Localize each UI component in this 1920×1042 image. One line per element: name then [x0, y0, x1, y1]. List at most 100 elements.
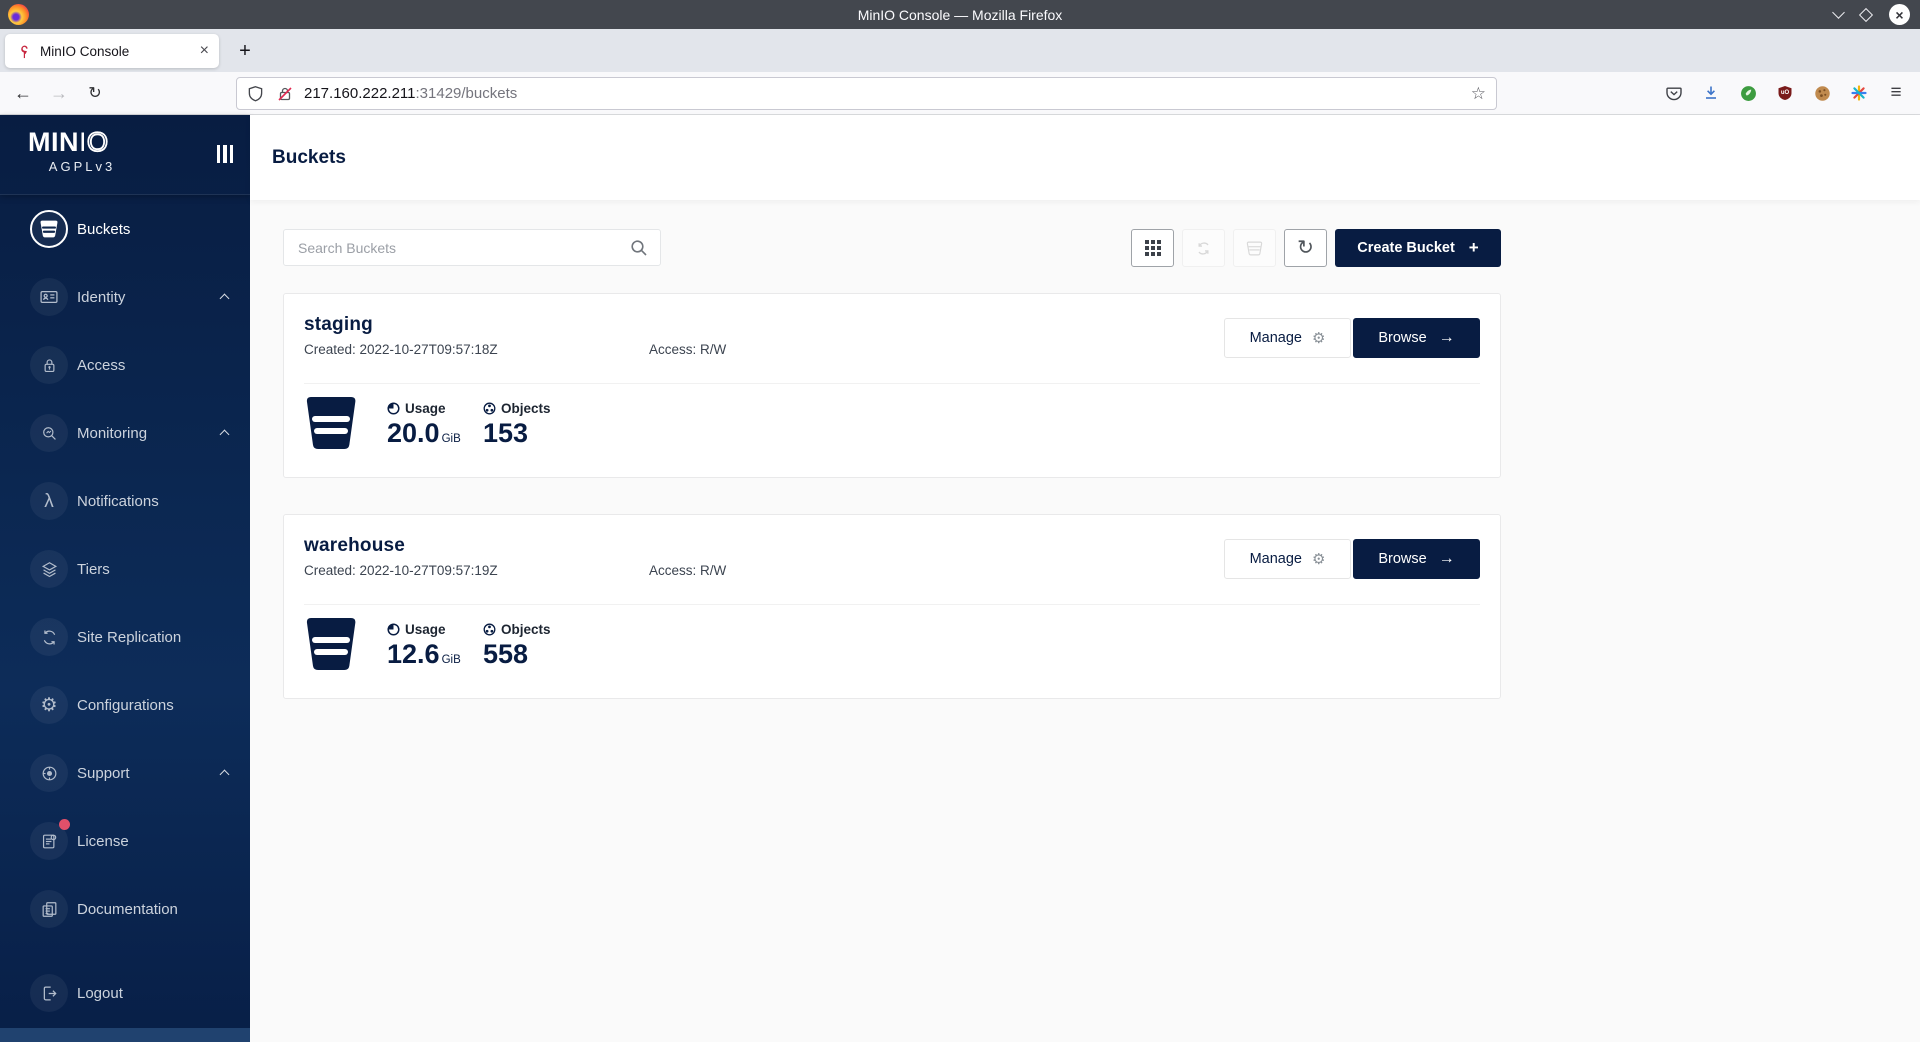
logout-arrow-icon [43, 986, 57, 1000]
sync-arrows-icon [1198, 241, 1209, 255]
sidebar-item-identity[interactable]: Identity [0, 263, 250, 331]
sidebar-collapse-icon[interactable] [216, 145, 233, 163]
objects-icon [483, 402, 496, 415]
browse-button[interactable]: Browse → [1353, 318, 1480, 358]
cookie-addon-icon[interactable] [1810, 81, 1834, 105]
tab-bar: MinIO Console × + [0, 29, 1920, 72]
browse-button[interactable]: Browse → [1353, 539, 1480, 579]
replicate-buckets-button [1182, 229, 1225, 267]
refresh-button[interactable]: ↻ [1284, 229, 1327, 267]
window-maximize-icon[interactable] [1858, 7, 1874, 22]
sidebar-item-license[interactable]: License [0, 807, 250, 875]
bucket-name[interactable]: staging [304, 314, 373, 335]
arrow-right-icon: → [1438, 550, 1455, 567]
pocket-icon[interactable] [1662, 81, 1686, 105]
sidebar: MINIO AGPLv3 Buckets Identity Access [0, 115, 250, 1042]
reload-icon[interactable]: ↻ [88, 85, 102, 102]
grid-view-button[interactable] [1131, 229, 1174, 267]
url-host: 217.160.222.211 [304, 85, 416, 102]
sidebar-item-site-replication[interactable]: Site Replication [0, 603, 250, 671]
buckets-toolbar: ↻ Create Bucket + [283, 229, 1501, 267]
bucket-access: Access: R/W [649, 563, 727, 578]
refresh-icon: ↻ [1297, 237, 1314, 259]
manage-button[interactable]: Manage ⚙ [1224, 539, 1351, 579]
license-alert-badge [59, 819, 70, 830]
sidebar-bottom-strip [0, 1028, 250, 1042]
bookmark-star-icon[interactable]: ☆ [1470, 83, 1486, 103]
bucket-created: Created: 2022-10-27T09:57:19Z [304, 563, 498, 578]
firefox-logo-icon [8, 4, 29, 25]
license-edition-label: AGPLv3 [48, 159, 116, 174]
new-tab-button[interactable]: + [239, 39, 251, 62]
tracking-shield-icon[interactable] [247, 85, 264, 102]
url-bar[interactable]: 217.160.222.211:31429/buckets ☆ [236, 77, 1497, 110]
objects-label: Objects [483, 622, 579, 637]
bucket-icon [306, 397, 356, 449]
window-titlebar: MinIO Console — Mozilla Firefox × [0, 0, 1920, 29]
sidebar-item-access[interactable]: Access [0, 331, 250, 399]
card-divider [304, 604, 1480, 605]
privacy-addon-icon[interactable] [1736, 81, 1760, 105]
manage-button[interactable]: Manage ⚙ [1224, 318, 1351, 358]
identity-card-icon [40, 290, 58, 304]
minio-logo-block: MINIO AGPLv3 [0, 115, 250, 195]
bucket-card-staging: staging Created: 2022-10-27T09:57:18Z Ac… [283, 293, 1501, 478]
pages-icon [42, 901, 56, 917]
gear-icon: ⚙ [1311, 551, 1326, 568]
magnifier-gauge-icon [42, 426, 56, 440]
sidebar-item-buckets[interactable]: Buckets [0, 195, 250, 263]
pie-chart-icon [387, 402, 400, 415]
search-buckets-box[interactable] [283, 229, 661, 266]
tab-title: MinIO Console [40, 43, 130, 59]
window-close-icon[interactable]: × [1889, 4, 1910, 25]
bucket-icon [40, 220, 58, 238]
browser-tab[interactable]: MinIO Console × [5, 34, 219, 68]
page-header: Buckets [250, 115, 1920, 200]
forward-icon[interactable]: → [50, 82, 68, 103]
bucket-card-warehouse: warehouse Created: 2022-10-27T09:57:19Z … [283, 514, 1501, 699]
bucket-name[interactable]: warehouse [304, 535, 406, 556]
sidebar-item-monitoring[interactable]: Monitoring [0, 399, 250, 467]
chevron-up-icon[interactable] [219, 769, 230, 780]
window-minimize-icon[interactable] [1832, 6, 1845, 19]
insecure-lock-icon[interactable] [276, 85, 294, 103]
download-icon[interactable] [1699, 81, 1723, 105]
chevron-up-icon[interactable] [219, 293, 230, 304]
hamburger-menu-icon[interactable]: ≡ [1890, 82, 1902, 103]
sidebar-item-tiers[interactable]: Tiers [0, 535, 250, 603]
pie-chart-icon [387, 623, 400, 636]
delete-buckets-button [1233, 229, 1276, 267]
usage-label: Usage [387, 401, 483, 416]
objects-value: 153 [483, 418, 529, 448]
objects-value: 558 [483, 639, 529, 669]
pinwheel-addon-icon[interactable] [1847, 81, 1871, 105]
window-title: MinIO Console — Mozilla Firefox [857, 6, 1063, 23]
sidebar-item-logout[interactable]: Logout [0, 959, 250, 1027]
chevron-up-icon[interactable] [219, 429, 230, 440]
bucket-created: Created: 2022-10-27T09:57:18Z [304, 342, 498, 357]
layers-icon [41, 561, 57, 577]
browser-toolbar: ← → ↻ 217.160.222.211:31429/buckets ☆ uO [0, 72, 1920, 115]
minio-flamingo-favicon [21, 45, 28, 58]
bucket-outline-icon [1246, 241, 1263, 255]
create-bucket-button[interactable]: Create Bucket + [1335, 229, 1501, 267]
arrow-right-icon: → [1438, 329, 1455, 346]
gear-icon: ⚙ [40, 694, 58, 716]
sidebar-item-notifications[interactable]: λ Notifications [0, 467, 250, 535]
objects-icon [483, 623, 496, 636]
usage-unit: GiB [441, 433, 461, 445]
sidebar-item-documentation[interactable]: Documentation [0, 875, 250, 943]
ublock-icon[interactable]: uO [1773, 81, 1797, 105]
lock-icon [44, 358, 54, 372]
sidebar-item-configurations[interactable]: ⚙ Configurations [0, 671, 250, 739]
tab-close-icon[interactable]: × [199, 42, 209, 59]
sync-arrows-icon [43, 630, 55, 644]
url-path: :31429/buckets [415, 85, 518, 102]
sidebar-item-support[interactable]: Support [0, 739, 250, 807]
search-input[interactable] [284, 230, 660, 265]
back-icon[interactable]: ← [14, 82, 32, 103]
lifebuoy-icon [42, 766, 56, 780]
svg-text:uO: uO [1781, 90, 1790, 96]
url-text[interactable]: 217.160.222.211:31429/buckets [304, 85, 517, 102]
minio-wordmark: MINIO [28, 126, 109, 158]
